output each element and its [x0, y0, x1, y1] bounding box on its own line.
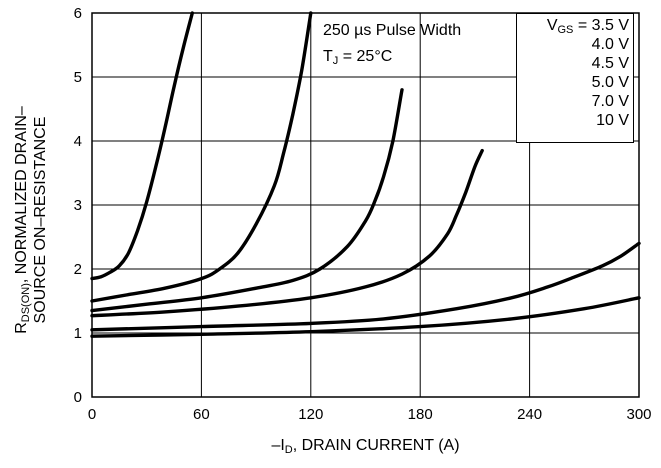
y-axis-title: RDS(ON), NORMALIZED DRAIN– SOURCE ON–RES… [12, 70, 52, 370]
annotation-temperature: TJ = 25°C [323, 44, 461, 70]
series-line-5 [90, 241, 641, 332]
legend-title: VGS = 3.5 V [517, 16, 629, 36]
legend-entry: 4.0 V [591, 36, 629, 53]
y-axis-title-prefix: R [13, 322, 30, 334]
series-line-4 [90, 148, 484, 318]
y-axis-title-line2: SOURCE ON–RESISTANCE [32, 116, 49, 324]
legend-entry: 4.5 V [591, 55, 629, 72]
x-tick-label: 240 [517, 406, 542, 423]
plot-frame [91, 12, 640, 398]
x-axis-title-sub: D [284, 444, 293, 456]
legend-entry: 7.0 V [591, 93, 629, 110]
x-tick-label: 300 [626, 406, 651, 423]
x-axis-title: –ID, DRAIN CURRENT (A) [92, 437, 639, 456]
annotation-pulse-width: 250 µs Pulse Width [323, 22, 462, 39]
legend-title-prefix: V [546, 17, 558, 34]
legend-title-suffix: = 3.5 V [573, 17, 629, 34]
y-tick-label: 4 [74, 133, 82, 150]
annotation-temp-sub: J [332, 55, 339, 67]
y-tick-label: 2 [74, 261, 82, 278]
legend: VGS = 3.5 V 4.0 V 4.5 V 5.0 V 7.0 V 10 V [516, 13, 634, 143]
legend-title-sub: GS [557, 24, 574, 36]
x-tick-label: 0 [88, 406, 96, 423]
legend-entry: 10 V [596, 112, 629, 129]
y-tick-label: 1 [74, 325, 82, 342]
x-axis-title-prefix: –I [271, 437, 285, 454]
y-tick-label: 5 [74, 69, 82, 86]
y-tick-label: 0 [74, 389, 82, 406]
annotation-temp-suffix: = 25°C [338, 48, 393, 65]
annotation-temp-prefix: T [323, 48, 333, 65]
series-line-1 [90, 11, 194, 281]
series-line-3 [90, 88, 404, 313]
y-axis-title-line1: RDS(ON), NORMALIZED DRAIN– [12, 70, 32, 370]
series-line-6 [90, 296, 641, 338]
x-tick-label: 120 [298, 406, 323, 423]
y-tick-label: 6 [74, 5, 82, 22]
x-tick-label: 180 [408, 406, 433, 423]
y-tick-label: 3 [74, 197, 82, 214]
series-line-2 [90, 11, 313, 303]
annotation: 250 µs Pulse Width TJ = 25°C [323, 18, 461, 70]
x-tick-label: 60 [193, 406, 210, 423]
legend-entry: 5.0 V [591, 74, 629, 91]
y-axis-title-suffix: , NORMALIZED DRAIN– [13, 106, 30, 284]
x-axis-title-suffix: , DRAIN CURRENT (A) [292, 437, 460, 454]
